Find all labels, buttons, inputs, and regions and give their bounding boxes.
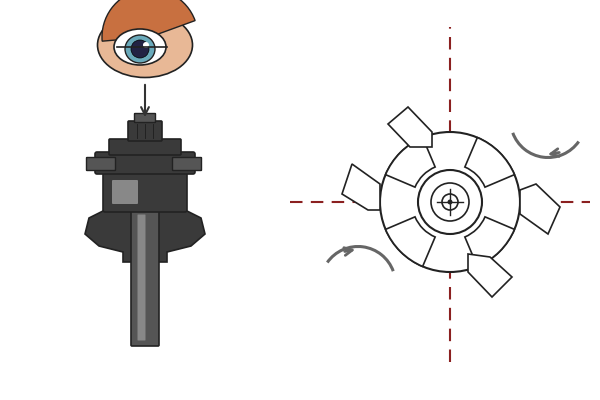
Polygon shape <box>388 107 432 147</box>
Circle shape <box>448 200 452 204</box>
Wedge shape <box>386 217 435 266</box>
Circle shape <box>131 40 149 58</box>
Wedge shape <box>465 138 514 187</box>
FancyBboxPatch shape <box>103 170 187 212</box>
Circle shape <box>418 170 482 234</box>
Ellipse shape <box>97 12 193 78</box>
Circle shape <box>380 132 520 272</box>
FancyBboxPatch shape <box>131 209 159 346</box>
Polygon shape <box>85 210 205 262</box>
FancyBboxPatch shape <box>137 214 146 340</box>
FancyBboxPatch shape <box>112 180 138 204</box>
Circle shape <box>143 42 149 48</box>
Wedge shape <box>386 138 435 187</box>
Polygon shape <box>342 164 380 210</box>
Circle shape <box>431 183 469 221</box>
FancyBboxPatch shape <box>95 152 195 174</box>
FancyBboxPatch shape <box>128 121 162 141</box>
FancyBboxPatch shape <box>86 158 115 170</box>
Circle shape <box>442 194 458 210</box>
Ellipse shape <box>114 29 166 65</box>
FancyBboxPatch shape <box>109 139 181 155</box>
FancyBboxPatch shape <box>173 158 202 170</box>
Wedge shape <box>102 0 195 41</box>
FancyBboxPatch shape <box>134 114 155 122</box>
Ellipse shape <box>125 35 155 63</box>
Wedge shape <box>465 217 514 266</box>
Polygon shape <box>520 184 560 234</box>
Polygon shape <box>468 254 512 297</box>
